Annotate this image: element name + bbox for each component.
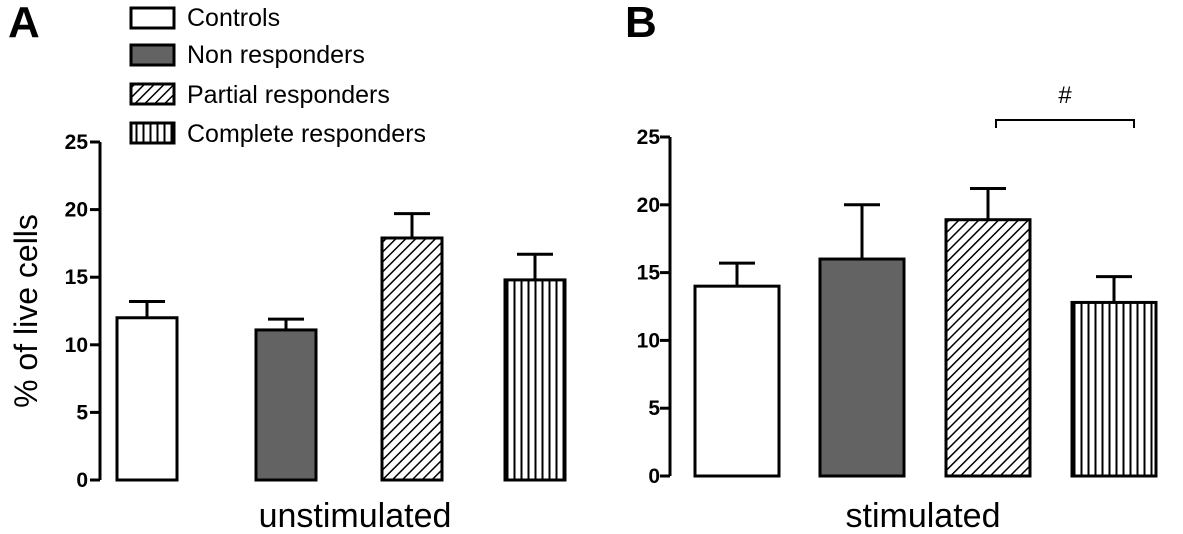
panel-a-y-axis-label: % of live cells [8,214,44,408]
panel-b-y-tick-label: 0 [648,465,660,488]
panel-a-y-tick-label: 25 [65,131,89,154]
panel-a-y-tick-label: 20 [65,199,88,222]
panel-a-y-tick-label: 15 [65,266,89,289]
panel-b-y-tick-label: 20 [637,194,660,217]
legend-item-partial-responders: Partial responders [129,81,390,109]
panel-b-y-tick-label: 5 [648,397,660,420]
panel-a-bar-partial-responders [380,236,444,482]
legend-swatch-partial-responders [129,82,176,106]
legend-swatch-non-responders [129,43,176,67]
panel-a-y-tick-label: 5 [76,401,88,424]
panel-b-bar-complete-responders [1070,300,1158,478]
panel-b-y-tick-label: 25 [637,126,661,149]
panel-b-chart: 0 5 10 15 20 25 stimulated # [637,82,1158,534]
panel-b-bar-partial-responders [944,218,1032,478]
legend-item-controls: Controls [129,4,280,32]
panel-a-y-tick-label: 10 [65,334,88,357]
panel-b-bar-non-responders [818,257,906,478]
panel-b-significance-bracket [995,119,1135,128]
panel-a-chart: 0 5 10 15 20 25 unstimulated % of live cells [8,131,567,534]
legend-label-controls: Controls [187,4,280,32]
legend-swatch-controls [129,6,176,30]
panel-b-bar-controls [693,284,781,478]
panel-a-x-axis-label: unstimulated [259,497,452,534]
legend: Controls Non responders Partial responde… [129,4,426,148]
legend-label-partial-responders: Partial responders [187,81,390,109]
legend-label-complete-responders: Complete responders [187,120,426,148]
legend-item-complete-responders: Complete responders [129,120,426,148]
panel-a-y-tick-label: 0 [76,469,88,492]
panel-label-b: B [625,0,657,47]
legend-swatch-complete-responders [129,121,176,145]
panel-a-bar-complete-responders [503,278,567,482]
panel-b-x-axis-label: stimulated [846,497,1001,534]
panel-a-bar-non-responders [254,328,318,482]
legend-item-non-responders: Non responders [129,41,365,69]
panel-b-y-tick-label: 10 [637,329,660,352]
panel-b-y-tick-label: 15 [637,262,661,285]
panel-b-significance-label: # [1058,82,1072,109]
panel-label-a: A [8,0,40,47]
legend-label-non-responders: Non responders [187,41,365,69]
panel-a-bar-controls [115,316,179,482]
